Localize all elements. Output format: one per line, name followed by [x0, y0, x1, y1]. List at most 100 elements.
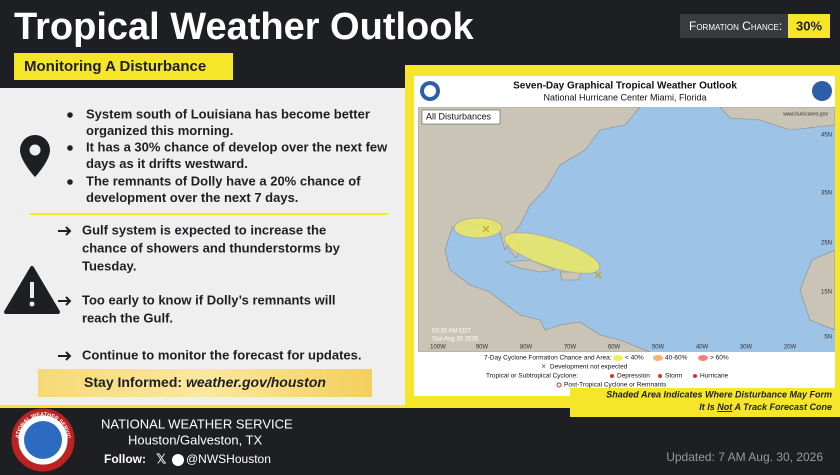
timestamp-2: Sun Aug 30 2026 — [432, 337, 479, 343]
pin-icon — [20, 135, 50, 177]
africa — [799, 249, 835, 331]
x-icon[interactable]: 𝕏 — [156, 451, 167, 466]
legend-storm-icon — [658, 374, 662, 378]
point-text: Gulf system is expected to increase the — [82, 222, 326, 237]
bullet-dot — [67, 112, 73, 118]
point-list: Gulf system is expected to increase the c… — [58, 222, 362, 362]
caption-line1: Shaded Area Indicates Where Disturbance … — [606, 389, 832, 399]
nws-logo-small — [812, 81, 832, 101]
title: Tropical Weather Outlook — [14, 6, 474, 48]
legend-formation: 7-Day Cyclone Formation Chance and Area: — [484, 355, 612, 362]
map-labels: 45N 35N 25N 15N 5N 100W 90W 80W 70W 60W 50W 40W 30W 2… — [430, 133, 832, 351]
land — [418, 107, 651, 352]
cuba — [504, 259, 557, 273]
legend-dep-icon — [610, 374, 614, 378]
warning-icon — [4, 266, 60, 314]
lat-label: 15N — [821, 290, 832, 296]
lat-label: 5N — [824, 335, 832, 341]
website: www.hurricanes.gov — [783, 111, 828, 117]
lon-label: 20W — [784, 345, 797, 351]
bullet-dot — [67, 179, 73, 185]
bullet-text: The remnants of Dolly have a 20% chance … — [86, 173, 361, 188]
bullet-text: development over the next 7 days. — [86, 190, 298, 205]
bullet-list: System south of Louisiana has become bet… — [67, 106, 388, 205]
lat-label: 25N — [821, 241, 832, 247]
lat-label: 45N — [821, 133, 832, 139]
stay-informed: Stay Informed: weather.gov/houston — [84, 374, 326, 390]
updated: Updated: 7 AM Aug. 30, 2026 — [666, 450, 823, 464]
lon-label: 100W — [430, 345, 446, 351]
lon-label: 70W — [564, 345, 577, 351]
stay-link[interactable]: weather.gov/houston — [186, 374, 326, 390]
footer-rule — [0, 405, 570, 408]
point-text: Continue to monitor the forecast for upd… — [82, 347, 362, 362]
legend-x: ✕ — [541, 364, 546, 371]
bullet-text: days as it drifts westward. — [86, 156, 248, 171]
lon-label: 30W — [740, 345, 753, 351]
nws-logo-center — [24, 421, 62, 459]
formation-value: 30% — [796, 18, 822, 33]
bullet-text: organized this morning. — [86, 123, 233, 138]
timestamp-1: 03:30 AM EDT — [432, 329, 471, 335]
legend-low: < 40% — [625, 355, 644, 362]
point-text: Too early to know if Dolly’s remnants wi… — [82, 292, 336, 307]
nws-logo-ring — [11, 408, 75, 472]
map-subtitle: National Hurricane Center Miami, Florida — [543, 92, 706, 102]
bullet-text: It has a 30% chance of develop over the … — [86, 139, 388, 154]
legend-post-icon — [556, 382, 562, 388]
caption-line2: It Is Not A Track Forecast Cone — [699, 402, 832, 412]
handle[interactable]: @NWSHouston — [186, 452, 271, 466]
legend-depression: Depression — [617, 373, 650, 380]
legend-cyclone: Tropical or Subtropical Cyclone: — [486, 373, 578, 380]
tab: All Disturbances — [426, 111, 492, 121]
point-text: Tuesday. — [82, 258, 136, 273]
tab-bg — [421, 109, 501, 125]
legend-mid-swatch — [653, 355, 663, 361]
left-panel — [0, 88, 410, 405]
point-text: chance of showers and thunderstorms by — [82, 240, 341, 255]
map-title: Seven-Day Graphical Tropical Weather Out… — [513, 81, 737, 92]
legend-not-expected: Development not expected — [550, 364, 628, 371]
greenland — [719, 107, 835, 131]
stay-informed-bg — [38, 369, 372, 397]
lon-label: 60W — [608, 345, 621, 351]
lon-label: 40W — [696, 345, 709, 351]
legend-storm: Storm — [665, 373, 682, 380]
lon-label: 90W — [476, 345, 489, 351]
formation-value-bg — [788, 14, 830, 38]
legend-hurricane-icon — [693, 374, 697, 378]
formation-label: Formation Chance: — [689, 19, 782, 33]
legend-high: > 60% — [710, 355, 729, 362]
map: ✕ ✕ — [418, 107, 835, 352]
office: Houston/Galveston, TX — [128, 432, 262, 447]
x-dolly: ✕ — [593, 270, 602, 282]
point-text: reach the Gulf. — [82, 310, 173, 325]
caption-bg — [570, 388, 840, 417]
legend-mid: 40-60% — [665, 355, 688, 362]
lat-label: 35N — [821, 191, 832, 197]
legend-post-tropical: Post-Tropical Cyclone or Remnants — [564, 382, 667, 389]
lon-label: 50W — [652, 345, 665, 351]
bullet-text: System south of Louisiana has become bet… — [86, 106, 370, 121]
area-gulf — [453, 217, 503, 239]
lon-label: 80W — [520, 345, 533, 351]
badge-bg — [14, 53, 233, 80]
fb-icon[interactable] — [172, 454, 184, 466]
arrow — [58, 351, 72, 361]
updated-label: Updated: — [666, 450, 715, 464]
x-gulf: ✕ — [481, 224, 490, 236]
bullet-dot — [67, 145, 73, 151]
legend-high-swatch — [698, 355, 708, 361]
badge: Monitoring A Disturbance — [24, 58, 206, 75]
agency: NATIONAL WEATHER SERVICE — [101, 416, 293, 431]
follow: Follow: — [104, 452, 146, 466]
arrow — [58, 296, 72, 306]
caption-part: It Is — [699, 402, 715, 412]
legend: 7-Day Cyclone Formation Chance and Area:… — [484, 355, 729, 389]
updated-time: 7 AM Aug. 30, 2026 — [718, 450, 823, 464]
stay-label: Stay Informed: — [84, 374, 182, 390]
formation-box — [680, 14, 790, 38]
area-dolly — [503, 232, 601, 274]
